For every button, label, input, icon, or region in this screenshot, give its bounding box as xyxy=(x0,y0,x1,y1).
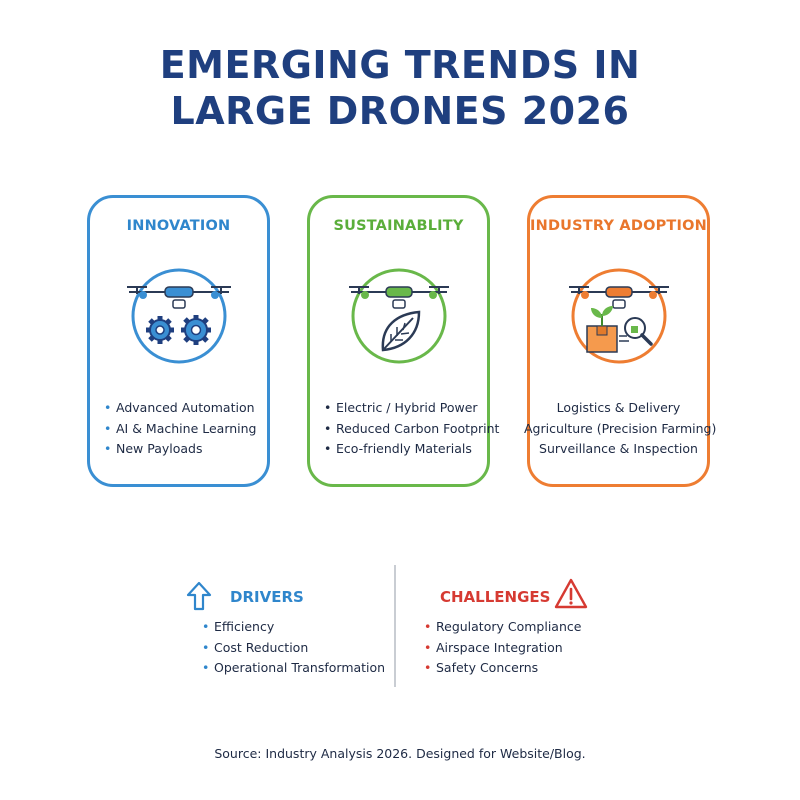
drivers-section: DRIVERS Efficiency Cost Reduction Operat… xyxy=(170,565,390,695)
list-item: Surveillance & Inspection xyxy=(539,441,698,456)
challenges-section: CHALLENGES Regulatory Compliance Airspac… xyxy=(405,565,625,695)
drivers-heading: DRIVERS xyxy=(230,588,304,606)
list-item: Agriculture (Precision Farming) xyxy=(524,420,717,436)
card-heading: INNOVATION xyxy=(126,218,231,234)
list-item: Airspace Integration xyxy=(422,638,581,659)
sustainability-card: SUSTAINABLITY Electric / Hybrid Power Re… xyxy=(307,195,499,487)
list-item: Electric / Hybrid Power xyxy=(322,398,483,419)
drone-leaf-icon xyxy=(348,268,449,364)
innovation-card: INNOVATION xyxy=(87,195,270,487)
drone-package-icon xyxy=(568,268,669,364)
list-item: Advanced Automation xyxy=(102,398,263,419)
list-item: Regulatory Compliance xyxy=(422,617,581,638)
list-item: Operational Transformation xyxy=(200,658,385,679)
industry-adoption-list: Logistics & Delivery Agriculture (Precis… xyxy=(524,398,717,460)
industry-adoption-card: INDUSTRY ADOPTION Logistics & Delivery A… xyxy=(524,195,717,487)
card-heading: SUSTAINABLITY xyxy=(333,218,464,234)
list-item: Efficiency xyxy=(200,617,385,638)
list-item: Eco-friendly Materials xyxy=(322,439,483,460)
list-item: Safety Concerns xyxy=(422,658,581,679)
sustainability-list: Electric / Hybrid Power Reduced Carbon F… xyxy=(322,398,499,460)
card-heading: INDUSTRY ADOPTION xyxy=(530,218,707,234)
title-line-1: EMERGING TRENDS IN xyxy=(159,43,641,87)
drone-gears-icon xyxy=(126,268,231,364)
source-note: Source: Industry Analysis 2026. Designed… xyxy=(214,746,586,761)
innovation-list: Advanced Automation AI & Machine Learnin… xyxy=(102,398,263,460)
challenges-heading: CHALLENGES xyxy=(440,588,551,606)
page-title: EMERGING TRENDS IN LARGE DRONES 2026 xyxy=(0,42,800,134)
list-item: Logistics & Delivery xyxy=(556,400,681,415)
warning-triangle-icon xyxy=(554,578,588,609)
list-item: Cost Reduction xyxy=(200,638,385,659)
drivers-list: Efficiency Cost Reduction Operational Tr… xyxy=(200,617,385,679)
up-arrow-icon xyxy=(186,581,212,611)
list-item: AI & Machine Learning xyxy=(102,419,263,440)
list-item: Reduced Carbon Footprint xyxy=(322,419,499,440)
challenges-list: Regulatory Compliance Airspace Integrati… xyxy=(422,617,581,679)
list-item: New Payloads xyxy=(102,439,263,460)
title-line-2: LARGE DRONES 2026 xyxy=(170,89,630,133)
section-divider xyxy=(394,565,396,687)
